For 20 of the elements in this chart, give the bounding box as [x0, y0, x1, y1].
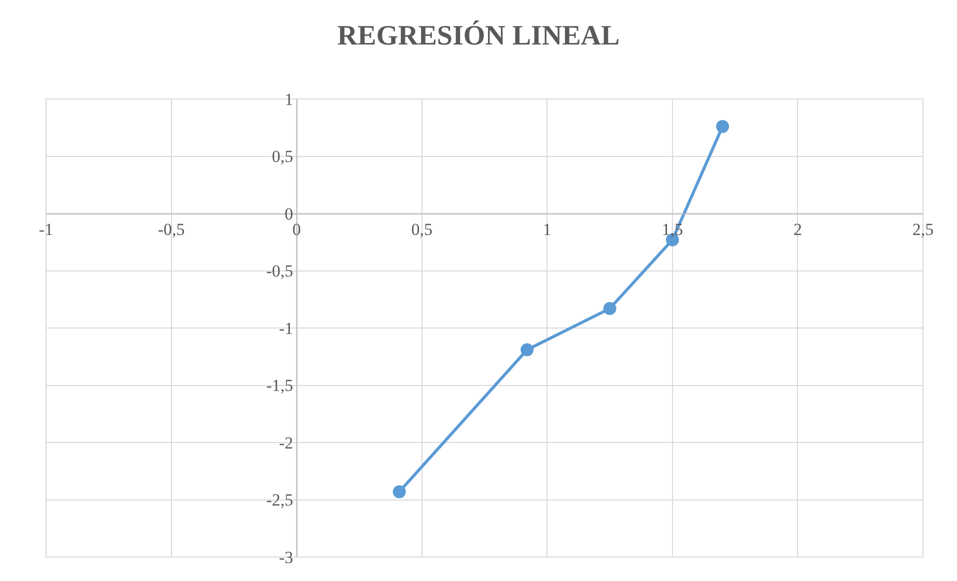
x-tick-label: 2,5	[912, 220, 934, 239]
y-tick-label: 0	[284, 204, 294, 224]
y-tick-label: -3	[279, 548, 294, 567]
point	[716, 120, 730, 133]
y-tick-label: -0,5	[266, 262, 294, 281]
x-tick-label: -0,5	[158, 220, 185, 239]
point	[520, 343, 534, 356]
y-tick-label: 0,5	[272, 147, 294, 166]
y-tick-label: 1	[284, 90, 294, 109]
y-tick-label: -1,5	[266, 376, 294, 396]
point	[392, 485, 406, 498]
chart-title: REGRESIÓN LINEAL	[337, 20, 620, 52]
x-tick-label: 1	[542, 220, 552, 239]
x-tick-label: 0,5	[411, 220, 432, 239]
y-tick-label: -2	[279, 433, 294, 452]
y-tick-label: -1	[279, 318, 294, 338]
x-tick-label: -1	[38, 220, 54, 239]
y-tick-label: -2,5	[266, 490, 294, 510]
x-tick-label: 2	[793, 220, 802, 239]
point	[603, 302, 616, 316]
